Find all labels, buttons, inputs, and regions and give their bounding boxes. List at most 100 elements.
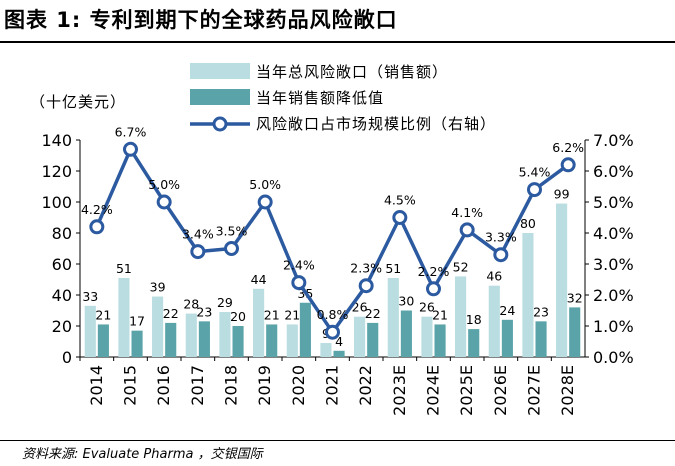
bar-total-exposure — [522, 233, 534, 357]
ratio-point — [560, 157, 576, 173]
bar-decline-label: 21 — [95, 307, 111, 322]
bar-sales-decline — [131, 330, 143, 357]
right-tick-label: 3.0% — [593, 255, 634, 274]
ratio-point — [392, 210, 408, 225]
ratio-point — [459, 222, 475, 238]
bar-sales-decline — [367, 322, 379, 357]
left-tick-label: 80 — [52, 224, 72, 243]
bar-total-exposure — [556, 203, 568, 357]
legend-label-decline: 当年销售额降低值 — [256, 89, 384, 107]
ratio-label: 5.0% — [148, 177, 180, 192]
bar-total-label: 28 — [183, 297, 199, 312]
ratio-label: 2.4% — [283, 258, 315, 273]
legend-label-ratio: 风险敞口占市场规模比例（右轴） — [256, 115, 496, 133]
ratio-label: 3.3% — [485, 230, 517, 245]
ratio-point — [224, 241, 239, 256]
x-tick-label: 2022 — [356, 365, 375, 406]
x-tick-label: 2015 — [121, 365, 140, 406]
bar-sales-decline — [535, 321, 547, 357]
left-tick-label: 20 — [52, 317, 72, 336]
unit-label: （十亿美元） — [30, 93, 126, 111]
bar-sales-decline — [468, 329, 480, 357]
bar-total-exposure — [320, 343, 332, 357]
right-tick-label: 2.0% — [593, 286, 634, 305]
bar-total-label: 51 — [116, 261, 132, 276]
ratio-label: 4.1% — [451, 205, 483, 220]
chart-title: 图表 1: 专利到期下的全球药品风险敞口 — [4, 8, 398, 32]
bar-total-label: 52 — [453, 259, 469, 274]
title-rule — [0, 41, 675, 43]
bar-total-exposure — [488, 285, 500, 357]
bar-sales-decline — [97, 324, 109, 357]
bar-sales-decline — [400, 310, 412, 357]
ratio-point — [527, 182, 542, 198]
x-tick-label: 2028E — [558, 365, 577, 416]
bar-sales-decline — [501, 319, 513, 357]
bar-sales-decline — [434, 324, 446, 357]
bar-total-label: 46 — [486, 269, 502, 284]
bar-total-exposure — [253, 288, 265, 357]
left-tick-label: 60 — [52, 255, 72, 274]
bar-total-exposure — [152, 296, 164, 357]
x-tick-label: 2018 — [222, 365, 241, 406]
x-tick-label: 2023E — [390, 365, 409, 416]
bar-decline-label: 21 — [432, 307, 448, 322]
left-tick-label: 140 — [41, 131, 72, 150]
bar-sales-decline — [266, 324, 278, 357]
bar-decline-label: 21 — [264, 307, 280, 322]
right-tick-label: 0.0% — [593, 348, 634, 367]
ratio-label: 4.2% — [81, 202, 113, 217]
ratio-label: 4.5% — [384, 193, 416, 208]
source-note: 资料来源: Evaluate Pharma ，交银国际 — [22, 447, 263, 462]
bar-total-exposure — [219, 312, 231, 357]
legend-swatch-ratio-marker — [212, 116, 228, 132]
bar-decline-label: 17 — [129, 314, 145, 329]
left-tick-label: 40 — [52, 286, 72, 305]
bar-total-label: 44 — [251, 272, 267, 287]
chart-canvas: 0 20 40 60 80 100 120 140 0.0% 1.0% 2.0% 3.0% 4.0% 5.… — [30, 63, 634, 416]
bar-decline-label: 18 — [466, 312, 482, 327]
bar-sales-decline — [569, 307, 581, 357]
bar-total-exposure — [354, 316, 366, 357]
bar-total-label: 80 — [520, 216, 536, 231]
bar-decline-label: 4 — [335, 334, 343, 349]
bar-total-exposure — [185, 313, 197, 357]
right-tick-label: 1.0% — [593, 317, 634, 336]
ratio-point — [426, 281, 441, 297]
bar-decline-label: 20 — [230, 309, 246, 324]
bar-total-exposure — [455, 276, 467, 357]
right-tick-label: 7.0% — [593, 131, 634, 150]
bar-sales-decline — [299, 302, 311, 357]
ratio-point — [156, 194, 172, 210]
ratio-point — [123, 141, 138, 157]
x-tick-label: 2025E — [457, 365, 476, 416]
ratio-point — [89, 219, 105, 235]
ratio-label: 6.7% — [115, 124, 147, 139]
bar-total-exposure — [286, 324, 298, 357]
ratio-label: 6.2% — [552, 140, 584, 155]
ratio-label: 0.8% — [317, 307, 349, 322]
ratio-label: 5.0% — [249, 177, 281, 192]
bar-total-exposure — [118, 277, 130, 357]
legend-label-total: 当年总风险敞口（销售额） — [256, 63, 448, 81]
bar-total-label: 26 — [419, 300, 435, 315]
ratio-point — [325, 324, 340, 340]
bar-total-exposure — [84, 305, 96, 357]
left-tick-label: 100 — [41, 193, 72, 212]
bar-total-label: 39 — [150, 280, 166, 295]
x-tick-label: 2021 — [323, 365, 342, 406]
bar-sales-decline — [333, 350, 345, 357]
bar-sales-decline — [198, 321, 210, 357]
legend-swatch-decline — [190, 89, 250, 105]
bar-decline-label: 22 — [365, 306, 381, 321]
right-tick-label: 5.0% — [593, 193, 634, 212]
bar-total-label: 51 — [385, 261, 401, 276]
bar-total-label: 29 — [217, 295, 233, 310]
x-tick-label: 2026E — [491, 365, 510, 416]
bar-total-label: 99 — [554, 187, 570, 202]
ratio-label: 3.5% — [216, 224, 248, 239]
x-tick-label: 2020 — [289, 365, 308, 406]
x-tick-label: 2024E — [424, 365, 443, 416]
ratio-label: 2.2% — [418, 264, 450, 279]
x-tick-label: 2017 — [188, 365, 207, 406]
